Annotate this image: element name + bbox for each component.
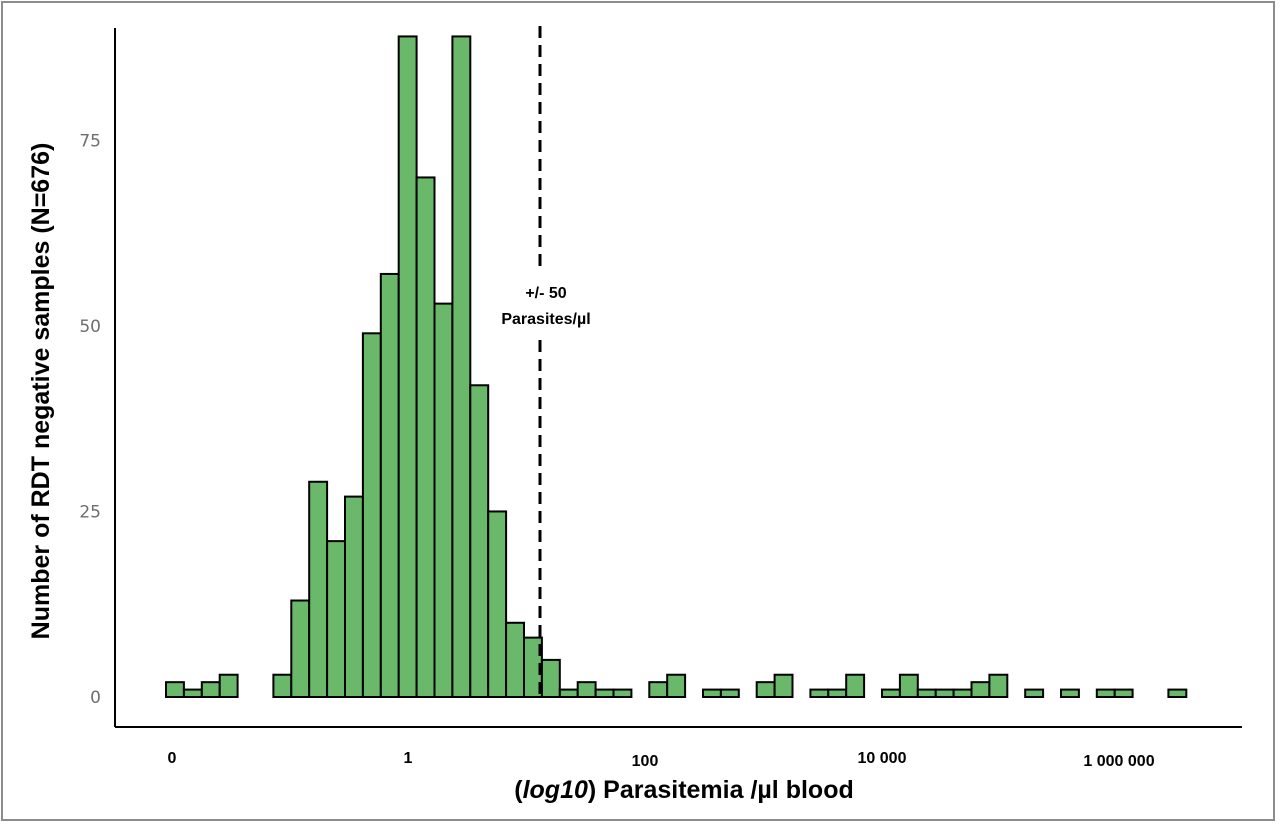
y-tick-label: 75 — [79, 131, 101, 151]
histogram-bar — [540, 658, 561, 699]
histogram-bar — [165, 681, 185, 698]
histogram-bar — [218, 673, 239, 698]
histogram-bar — [648, 681, 669, 698]
x-tick-label: 1 000 000 — [1083, 753, 1154, 770]
y-tick-label: 0 — [90, 688, 101, 708]
histogram-bar — [200, 681, 221, 698]
x-axis-label-log: log10 — [523, 776, 588, 804]
threshold-label-line1: +/- 50 — [525, 285, 566, 302]
histogram-bar — [1095, 688, 1116, 699]
histogram-bar — [308, 480, 329, 699]
histogram-bar — [505, 621, 526, 699]
y-ticks-group: 0 25 50 75 — [79, 131, 101, 708]
histogram-bar — [451, 35, 472, 699]
histogram-bar — [1024, 688, 1045, 699]
x-axis-label-open: ( — [514, 776, 523, 804]
histogram-bar — [719, 688, 740, 699]
histogram-bar — [558, 688, 579, 699]
x-axis-label-rest: ) Parasitemia /µl blood — [588, 776, 854, 804]
histogram-bar — [952, 688, 973, 699]
histogram-bar — [755, 681, 776, 698]
histogram-bar — [881, 688, 901, 699]
histogram-bar — [433, 302, 454, 698]
histogram-bar — [487, 510, 508, 699]
histogram-bar — [612, 688, 633, 699]
y-axis-label: Number of RDT negative samples (N=676) — [27, 143, 55, 640]
histogram-bar — [272, 673, 293, 698]
histogram-bar — [988, 673, 1009, 698]
histogram-bar — [594, 688, 615, 699]
histogram-bar — [934, 688, 955, 699]
y-tick-label: 50 — [79, 317, 101, 337]
histogram-bar — [898, 673, 919, 698]
histogram-bar — [845, 673, 866, 698]
histogram-bar — [415, 176, 436, 698]
histogram-bar — [809, 688, 830, 699]
histogram-bar — [702, 688, 722, 699]
histogram-bar — [576, 681, 597, 698]
x-ticks-group: 0 1 100 10 000 1 000 000 — [168, 750, 1155, 770]
histogram-bar — [326, 540, 347, 698]
histogram-bar — [1113, 688, 1134, 699]
bars-group — [165, 35, 1188, 699]
y-tick-label: 25 — [79, 502, 101, 522]
histogram-bar — [970, 681, 991, 698]
histogram-bar — [666, 673, 687, 698]
x-tick-label: 100 — [632, 753, 659, 770]
histogram-bar — [397, 35, 418, 699]
histogram-bar — [1167, 688, 1188, 699]
histogram-bar — [916, 688, 937, 699]
x-axis-label: (log10) Parasitemia /µl blood — [514, 776, 853, 804]
x-tick-label: 10 000 — [858, 750, 907, 767]
histogram-bar — [344, 495, 364, 698]
x-tick-label: 1 — [404, 750, 413, 767]
x-tick-label: 0 — [168, 750, 177, 767]
histogram-bar — [827, 688, 848, 699]
histogram-bar — [182, 688, 203, 699]
histogram-bar — [773, 673, 794, 698]
histogram-bar — [379, 272, 400, 698]
histogram-bar — [1060, 688, 1080, 699]
threshold-label-line2: Parasites/µl — [501, 311, 590, 328]
histogram-bar — [469, 384, 490, 698]
histogram-bar — [361, 332, 382, 698]
histogram-bar — [290, 599, 311, 699]
